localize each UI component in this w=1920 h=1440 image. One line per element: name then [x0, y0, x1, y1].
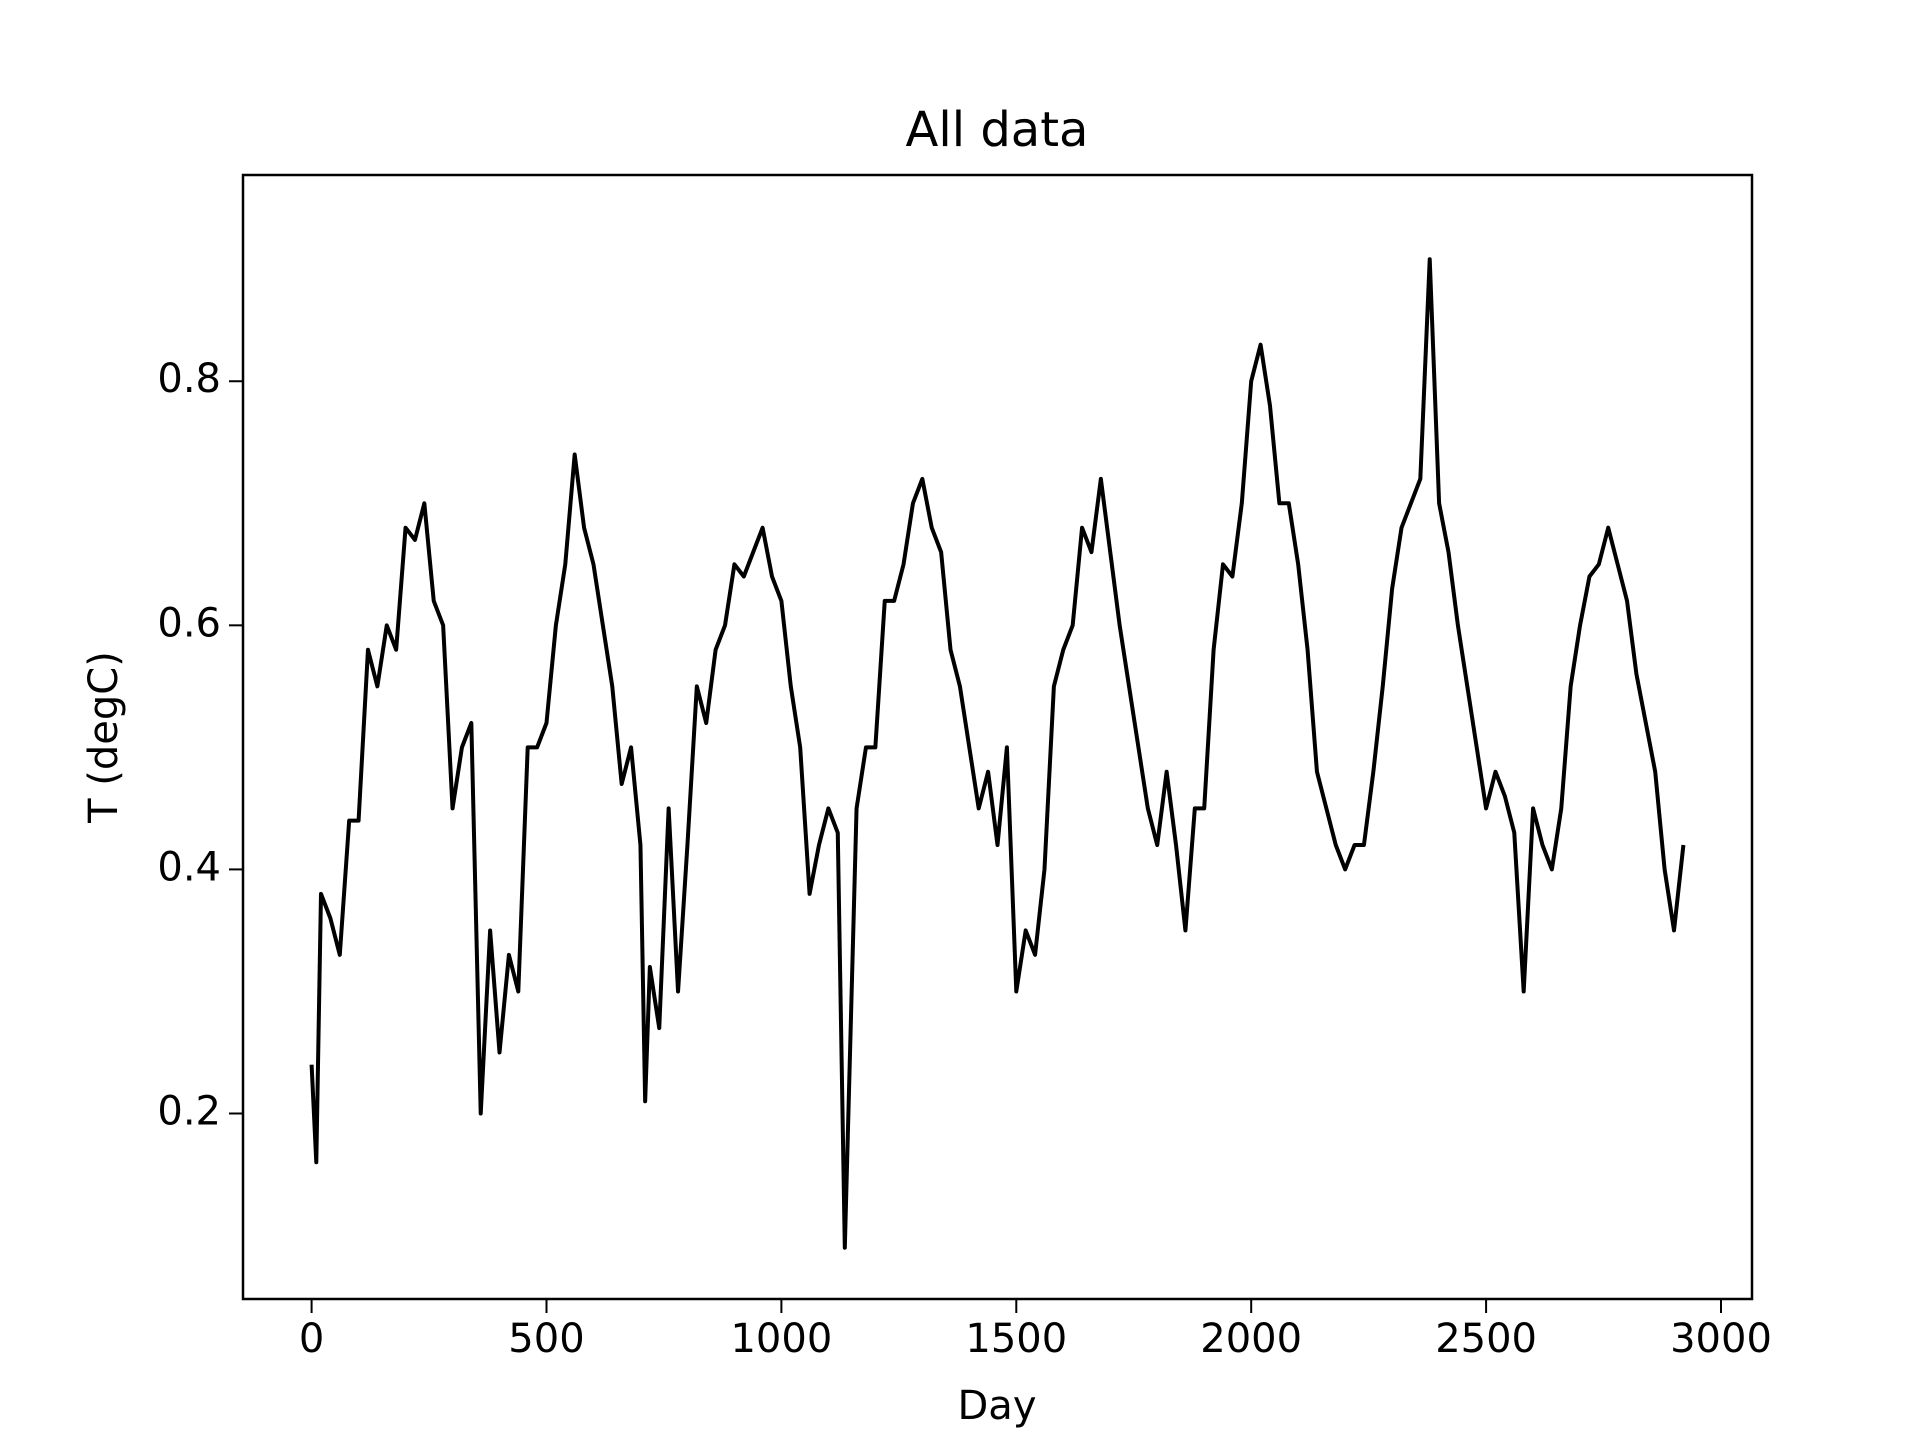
y-axis-label: T (degC) [81, 651, 127, 824]
y-tick-label: 0.8 [157, 356, 221, 402]
data-line [309, 257, 1686, 1250]
x-tick-label: 0 [299, 1316, 324, 1362]
y-tick-label: 0.6 [157, 600, 221, 646]
x-axis-label: Day [958, 1383, 1037, 1429]
x-tick-label: 1500 [965, 1316, 1067, 1362]
x-tick-label: 2000 [1200, 1316, 1302, 1362]
y-tick-label: 0.4 [157, 844, 221, 890]
y-tick-label: 0.2 [157, 1088, 221, 1134]
x-tick-label: 1000 [730, 1316, 832, 1362]
chart-title: All data [906, 102, 1089, 158]
x-tick-label: 2500 [1435, 1316, 1537, 1362]
x-tick-label: 500 [508, 1316, 584, 1362]
x-tick-label: 3000 [1670, 1316, 1772, 1362]
plot-frame [241, 173, 1754, 1301]
